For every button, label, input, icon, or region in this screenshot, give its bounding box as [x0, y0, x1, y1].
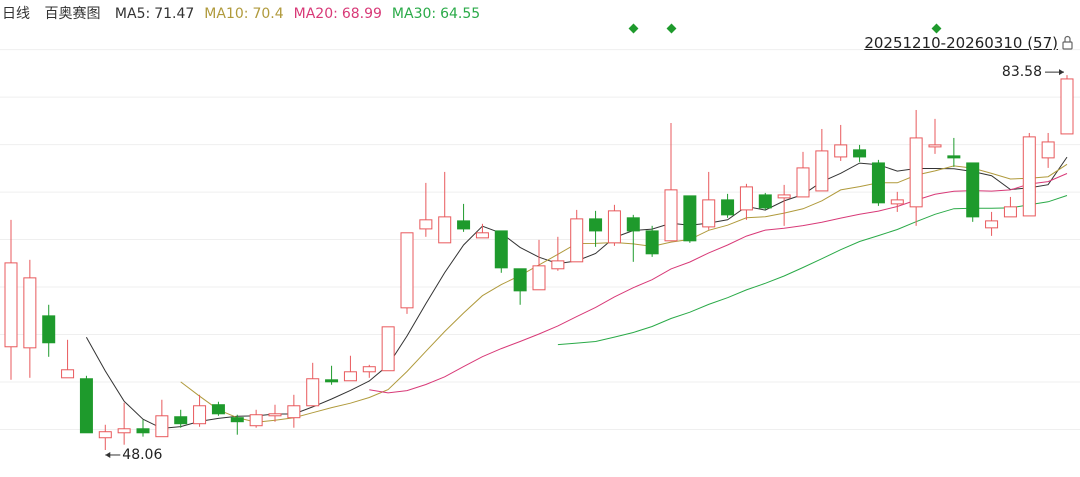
ma-line	[369, 173, 1068, 394]
high-label: 83.58	[1002, 64, 1042, 80]
candle-body	[98, 431, 112, 439]
low-arrowhead	[105, 451, 111, 458]
candle-body	[1022, 136, 1036, 217]
candle-body	[23, 277, 37, 349]
candle-body	[230, 417, 244, 423]
ma-legend: MA20: 68.99	[294, 6, 382, 22]
grid	[0, 49, 1080, 431]
ma-legend: MA5: 71.47	[115, 6, 194, 22]
candle-body	[457, 220, 471, 230]
event-marker	[931, 23, 942, 34]
candle-body	[174, 416, 188, 425]
candle-body	[287, 405, 301, 419]
ma-legend: MA30: 64.55	[392, 6, 480, 22]
ma-legend: MA10: 70.4	[204, 6, 283, 22]
period-label: 日线	[2, 6, 30, 22]
ma-name: MA20:	[293, 6, 338, 22]
candle-body	[1060, 78, 1074, 135]
candle-body	[343, 371, 357, 382]
candle-body	[325, 379, 339, 383]
ma-value: 70.4	[252, 6, 284, 22]
candle-body	[268, 413, 282, 417]
candle-body	[117, 428, 131, 434]
candle-body	[79, 378, 93, 434]
ma-name: MA10:	[204, 6, 249, 22]
candle-body	[249, 414, 263, 427]
lock-shackle	[1064, 35, 1071, 42]
candle-body	[589, 218, 603, 232]
candle-body	[928, 144, 942, 148]
candle-body	[664, 189, 678, 242]
candle-body	[607, 210, 621, 244]
candle-body	[834, 144, 848, 158]
candle-body	[853, 149, 867, 158]
candle-body	[871, 162, 885, 204]
candle-body	[193, 405, 207, 425]
candle-body	[306, 378, 320, 407]
candle-body	[61, 369, 75, 379]
event-markers	[628, 23, 942, 34]
candle-body	[702, 199, 716, 228]
candle-body	[551, 260, 565, 270]
candle-body	[815, 150, 829, 192]
candle-body	[947, 155, 961, 159]
event-marker	[628, 23, 639, 34]
ma-name: MA30:	[391, 6, 437, 22]
candle-body	[966, 162, 980, 218]
legend: 日线 百奥赛图 MA5: 71.47 MA10: 70.4 MA20: 68.99 MA30…	[2, 3, 490, 23]
candle-body	[890, 199, 904, 205]
high-arrowhead	[1059, 69, 1064, 76]
candle-body	[362, 366, 376, 373]
candle-body	[739, 186, 753, 211]
candle-body	[475, 232, 489, 239]
candle-body	[626, 217, 640, 232]
candle-body	[758, 194, 772, 209]
candle-body	[570, 218, 584, 263]
ma-value: 68.99	[341, 6, 382, 22]
candle-body	[211, 404, 225, 415]
candle-body	[721, 199, 735, 216]
candles	[4, 75, 1074, 450]
candle-body	[796, 167, 810, 198]
ma-value: 64.55	[440, 6, 481, 22]
candle-body	[777, 194, 791, 199]
candle-body	[419, 219, 433, 230]
candle-body	[4, 262, 18, 348]
candle-body	[136, 428, 150, 434]
date-range[interactable]: 20251210-20260310 (57)	[864, 34, 1058, 52]
candle-body	[381, 326, 395, 372]
stock-name: 百奥赛图	[44, 6, 101, 22]
candle-body	[1003, 206, 1017, 218]
candle-body	[513, 268, 527, 292]
lock-icon	[1062, 35, 1073, 50]
candle-body	[438, 216, 452, 244]
candle-body	[494, 230, 508, 269]
low-label: 48.06	[122, 447, 162, 463]
ma-line	[557, 195, 1068, 346]
candle-body	[683, 195, 697, 242]
candle-body	[42, 315, 56, 344]
ma-value: 71.47	[154, 6, 195, 22]
candle-body	[909, 137, 923, 208]
candle-body	[985, 220, 999, 229]
candle-body	[532, 265, 546, 291]
candle-body	[645, 230, 659, 255]
candle-body	[155, 415, 169, 438]
candle-body	[400, 232, 414, 309]
event-marker	[666, 23, 677, 34]
lock-body	[1062, 41, 1073, 50]
extreme-labels: 83.58 48.06	[105, 64, 1064, 463]
candle-body	[1041, 141, 1055, 159]
ma-name: MA5:	[114, 6, 151, 22]
